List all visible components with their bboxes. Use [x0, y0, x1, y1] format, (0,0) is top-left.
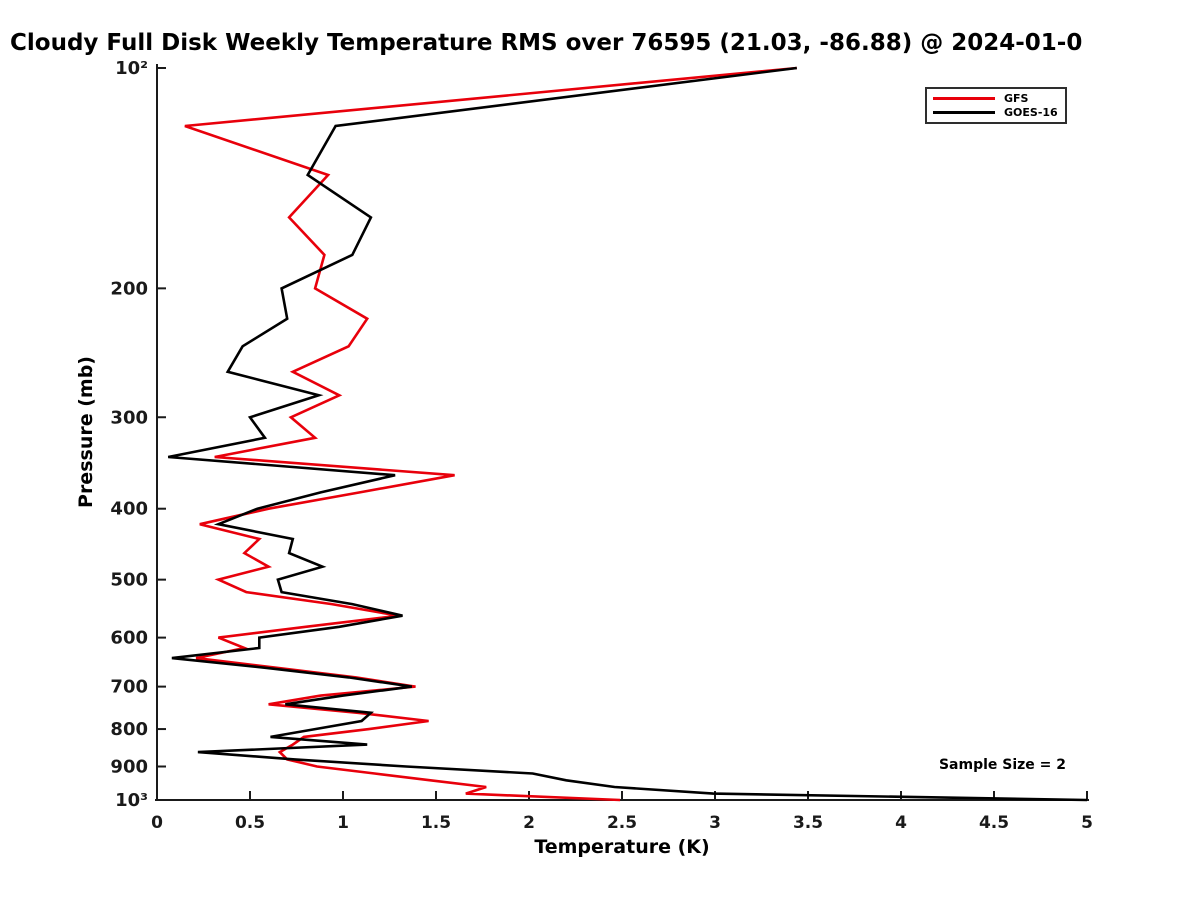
- y-tick-label: 200: [110, 278, 148, 299]
- x-tick-label: 3.5: [793, 813, 823, 833]
- y-tick-label: 800: [110, 719, 148, 740]
- x-tick-label: 0: [151, 813, 163, 833]
- legend-item-gfs: GFS: [933, 93, 1059, 104]
- x-tick-label: 3: [709, 813, 721, 833]
- x-tick-label: 4.5: [979, 813, 1009, 833]
- y-tick-label: 500: [110, 570, 148, 591]
- y-tick-label: 700: [110, 677, 148, 698]
- x-tick-label: 2.5: [607, 813, 637, 833]
- x-tick-label: 1.5: [421, 813, 451, 833]
- legend-label-goes16: GOES-16: [1004, 106, 1058, 119]
- legend-label-gfs: GFS: [1004, 92, 1029, 105]
- y-tick-label: 300: [110, 407, 148, 428]
- goes16-line: [167, 66, 1088, 802]
- legend: GFS GOES-16: [925, 87, 1067, 124]
- x-tick-label: 2: [523, 813, 535, 833]
- x-tick-label: 0.5: [235, 813, 265, 833]
- legend-swatch-goes16: [933, 111, 995, 114]
- legend-item-goes16: GOES-16: [933, 107, 1059, 118]
- y-tick-label: 900: [110, 757, 148, 778]
- y-tick-label: 10²: [115, 58, 148, 79]
- x-axis-label: Temperature (K): [534, 836, 710, 858]
- chart-title: Cloudy Full Disk Weekly Temperature RMS …: [10, 30, 1083, 56]
- gfs-line: [184, 66, 797, 802]
- y-axis-label: Pressure (mb): [75, 356, 97, 508]
- y-tick-label: 400: [110, 499, 148, 520]
- x-tick-label: 4: [895, 813, 907, 833]
- x-tick-label: 1: [337, 813, 349, 833]
- y-tick-label: 600: [110, 628, 148, 649]
- y-tick-label: 10³: [115, 790, 148, 811]
- x-tick-label: 5: [1081, 813, 1093, 833]
- sample-size-note: Sample Size = 2: [938, 757, 1067, 773]
- legend-swatch-gfs: [933, 97, 995, 100]
